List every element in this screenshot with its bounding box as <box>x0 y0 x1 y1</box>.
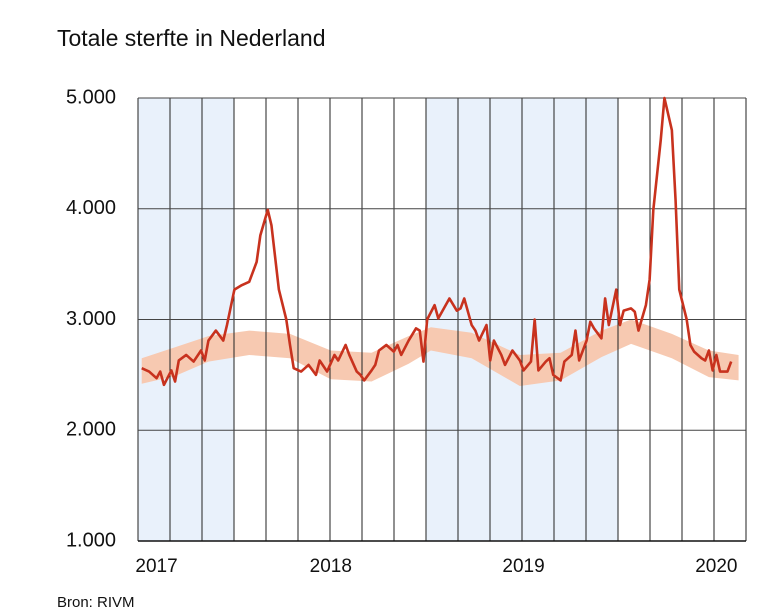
x-tick-label: 2017 <box>135 556 177 577</box>
y-tick-label: 2.000 <box>66 419 116 441</box>
y-tick-label: 4.000 <box>66 197 116 219</box>
y-tick-label: 1.000 <box>66 529 116 551</box>
expected-band <box>141 319 739 386</box>
source: Bron: RIVM <box>57 594 135 610</box>
y-tick-label: 3.000 <box>66 308 116 330</box>
chart-title: Totale sterfte in Nederland <box>57 25 326 51</box>
x-tick-label: 2019 <box>502 556 544 577</box>
x-tick-label: 2020 <box>695 556 737 577</box>
x-tick-label: 2018 <box>310 556 352 577</box>
data-line <box>141 96 733 387</box>
y-tick-label: 5.000 <box>66 86 116 108</box>
